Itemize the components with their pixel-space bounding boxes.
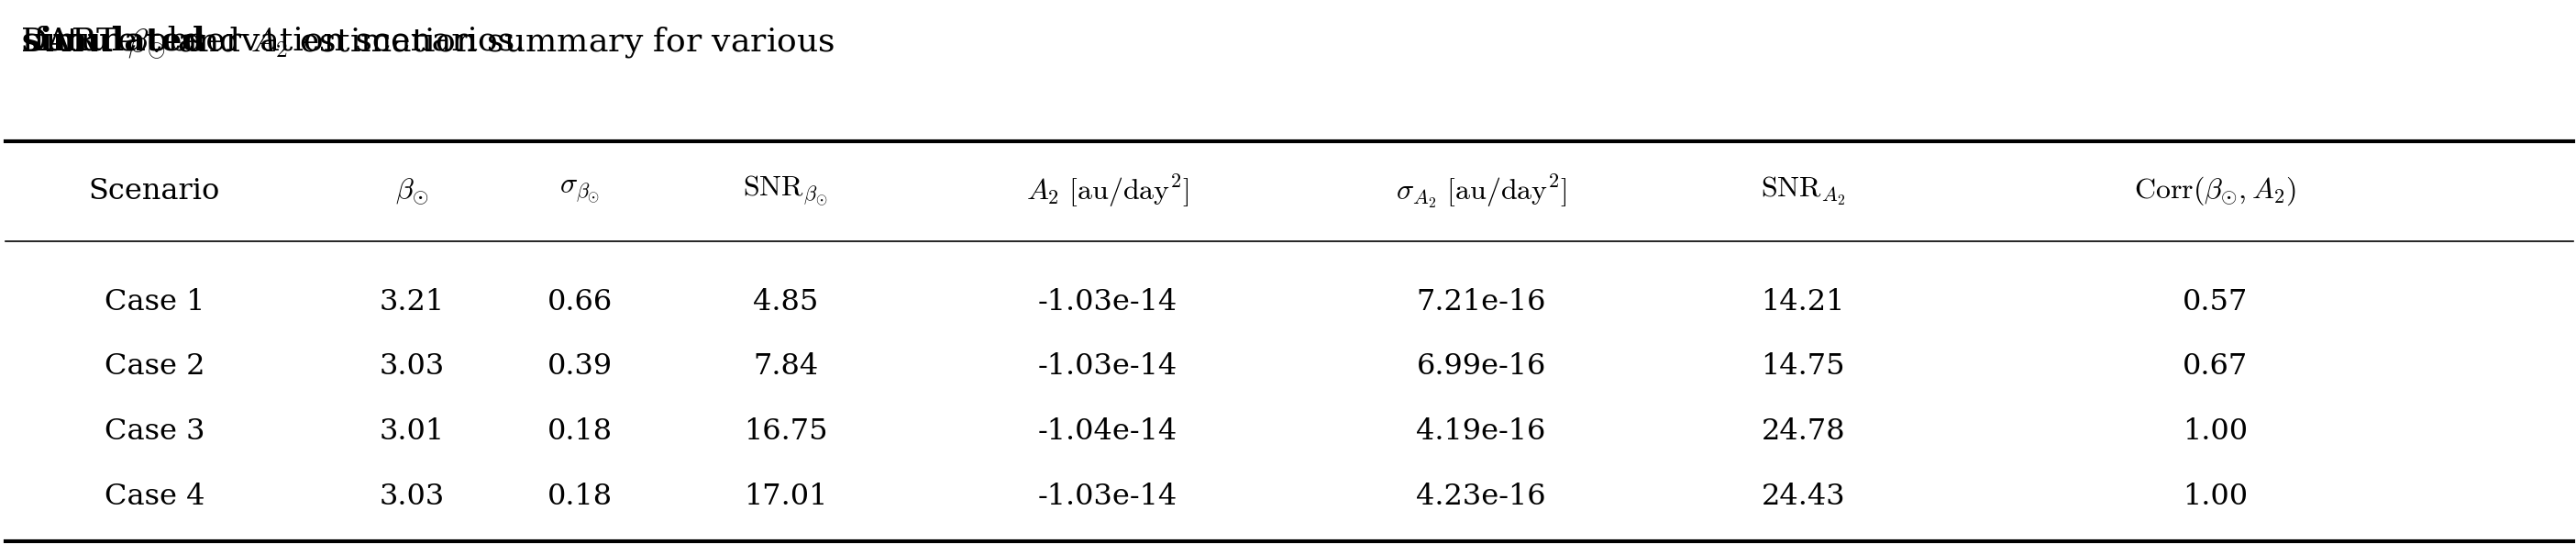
Text: Case 4: Case 4 [106,482,204,511]
Text: $\beta_{\odot}$: $\beta_{\odot}$ [397,176,428,206]
Text: -1.03e-14: -1.03e-14 [1038,288,1177,317]
Text: $\mathrm{Corr}(\beta_{\odot}, A_2)$: $\mathrm{Corr}(\beta_{\odot}, A_2)$ [2136,175,2295,208]
Text: 3.03: 3.03 [379,352,446,381]
Text: simulated: simulated [21,25,206,56]
Text: 0.39: 0.39 [546,352,613,381]
Text: $\sigma_{A_2}\ [\mathrm{au/day}^2]$: $\sigma_{A_2}\ [\mathrm{au/day}^2]$ [1396,173,1566,210]
Text: 16.75: 16.75 [744,417,827,446]
Text: 3.01: 3.01 [379,417,446,446]
Text: Case 3: Case 3 [106,417,204,446]
Text: 14.21: 14.21 [1762,288,1844,317]
Text: -1.03e-14: -1.03e-14 [1038,352,1177,381]
Text: Scenario: Scenario [88,177,222,206]
Text: 4.23e-16: 4.23e-16 [1417,482,1546,511]
Text: $\mathrm{SNR}_{A_2}$: $\mathrm{SNR}_{A_2}$ [1762,175,1844,208]
Text: 24.78: 24.78 [1762,417,1844,446]
Text: 0.57: 0.57 [2182,288,2249,317]
Text: 4.85: 4.85 [752,288,819,317]
Text: DART $\beta_{\odot}$ and $A_2$ estimation summary for various: DART $\beta_{\odot}$ and $A_2$ estimatio… [21,25,837,60]
Text: Case 1: Case 1 [106,288,204,317]
Text: 3.21: 3.21 [379,288,446,317]
Text: Case 2: Case 2 [106,352,204,381]
Text: 7.84: 7.84 [752,352,819,381]
Text: 0.18: 0.18 [546,482,613,511]
Text: 17.01: 17.01 [744,482,827,511]
Text: 6.99e-16: 6.99e-16 [1417,352,1546,381]
Text: 24.43: 24.43 [1762,482,1844,511]
Text: 14.75: 14.75 [1762,352,1844,381]
Text: 0.66: 0.66 [546,288,613,317]
Text: -1.03e-14: -1.03e-14 [1038,482,1177,511]
Text: 0.67: 0.67 [2182,352,2249,381]
Text: future observation scenarios.: future observation scenarios. [23,25,526,56]
Text: 7.21e-16: 7.21e-16 [1417,288,1546,317]
Text: 4.19e-16: 4.19e-16 [1417,417,1546,446]
Text: $A_2\ [\mathrm{au/day}^2]$: $A_2\ [\mathrm{au/day}^2]$ [1025,173,1190,210]
Text: 3.03: 3.03 [379,482,446,511]
Text: 1.00: 1.00 [2182,482,2249,511]
Text: 1.00: 1.00 [2182,417,2249,446]
Text: $\sigma_{\beta_{\odot}}$: $\sigma_{\beta_{\odot}}$ [559,177,600,206]
Text: 0.18: 0.18 [546,417,613,446]
Text: -1.04e-14: -1.04e-14 [1038,417,1177,446]
Text: $\mathrm{SNR}_{\beta_{\odot}}$: $\mathrm{SNR}_{\beta_{\odot}}$ [744,174,827,209]
